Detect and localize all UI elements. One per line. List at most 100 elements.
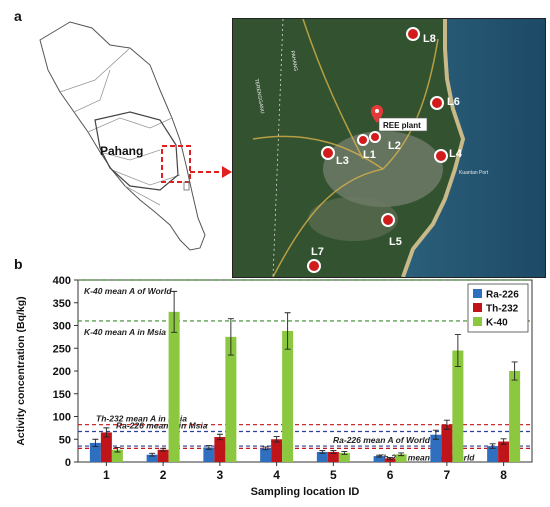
reference-line-label: Th-232 mean A of World (378, 452, 475, 462)
error-bar (205, 445, 212, 450)
error-bar (149, 452, 156, 457)
panel-letter-b: b (14, 256, 23, 272)
bar-k-40 (395, 454, 407, 462)
error-bar (92, 438, 99, 447)
bar-ra-226 (260, 448, 272, 462)
error-bar (443, 419, 450, 430)
plot-area (77, 279, 533, 463)
error-bar (114, 446, 121, 453)
error-bar (227, 318, 234, 356)
bar-th-232 (100, 432, 112, 462)
bar-th-232 (157, 449, 169, 462)
location-label-l2: L2 (388, 140, 401, 152)
y-tick-label: 350 (53, 298, 71, 310)
y-tick-label: 200 (53, 366, 71, 378)
y-tick-label: 300 (53, 321, 71, 333)
urban-area-south (308, 197, 398, 241)
error-bar (454, 334, 461, 367)
error-bar (432, 429, 439, 440)
satellite-map: TERENGGANU PAHANG Kuantan Port REE plant… (232, 18, 546, 278)
error-bar (500, 438, 507, 445)
error-bar (376, 454, 383, 458)
sea-label: Kuantan Port (459, 170, 489, 176)
y-tick-label: 150 (53, 389, 71, 401)
ree-plant-label-box (378, 117, 428, 132)
border-line (272, 19, 284, 277)
bar-ra-226 (146, 454, 158, 462)
coastline-sand (401, 19, 466, 277)
legend-swatch (473, 317, 482, 326)
bar-k-40 (282, 330, 294, 462)
bar-ra-226 (430, 434, 442, 462)
bar-ra-226 (89, 442, 101, 462)
chart-legend: Ra-226 Th-232 K-40 (467, 283, 529, 333)
x-tick-label: 7 (444, 468, 451, 482)
legend-label: Th-232 (486, 304, 519, 315)
bar-th-232 (327, 451, 339, 462)
y-tick-label: 50 (59, 434, 71, 446)
error-bar (171, 290, 178, 333)
x-tick-label: 5 (330, 468, 337, 482)
y-tick-label: 100 (53, 412, 71, 424)
state-borders (59, 47, 181, 206)
bar-th-232 (384, 458, 396, 462)
bar-k-40 (452, 350, 464, 462)
legend-label: Ra-226 (486, 290, 519, 301)
bar-ra-226 (203, 447, 215, 462)
reference-line-label: K-40 mean A of World (84, 286, 172, 296)
bar-th-232 (271, 439, 283, 462)
peninsula-outline-map: Pahang (39, 21, 232, 251)
error-bar (216, 433, 223, 441)
sea-area (403, 19, 545, 277)
location-label-l4: L4 (449, 148, 463, 160)
location-label-l3: L3 (336, 155, 349, 167)
pahang-label: Pahang (100, 144, 143, 158)
y-tick-label: 400 (53, 275, 71, 287)
bar-ra-226 (316, 451, 328, 462)
x-tick-label: 8 (500, 468, 507, 482)
road-label-pahang: PAHANG (289, 50, 299, 72)
x-tick-label: 1 (103, 468, 110, 482)
error-bar (273, 436, 280, 443)
x-tick-label: 6 (387, 468, 394, 482)
location-label-l5: L5 (389, 236, 402, 248)
bar-k-40 (168, 311, 180, 462)
legend-label: K-40 (486, 318, 508, 329)
roads (252, 19, 439, 277)
location-label-l6: L6 (447, 96, 460, 108)
error-bar (387, 457, 394, 460)
location-marker-l5: L5 (381, 213, 402, 248)
ree-plant-label: REE plant (383, 121, 421, 130)
bar-k-40 (225, 336, 237, 462)
y-tick-label: 250 (53, 343, 71, 355)
error-bar (160, 447, 167, 452)
x-tick-label: 2 (160, 468, 167, 482)
location-marker-l3: L3 (321, 146, 349, 167)
reference-line-label: K-40 mean A in Msia (84, 327, 166, 337)
location-marker-l6: L6 (430, 96, 460, 110)
bar-k-40 (338, 452, 350, 462)
bar-th-232 (498, 441, 510, 462)
y-tick-label: 0 (65, 457, 71, 469)
legend-swatch (473, 289, 482, 298)
panel-letter-a: a (14, 8, 22, 24)
bar-ra-226 (487, 446, 499, 462)
location-label-l8: L8 (423, 33, 436, 45)
peninsula-outline (39, 21, 206, 251)
location-marker-l2: L2 (369, 131, 401, 152)
bar-th-232 (441, 424, 453, 462)
x-tick-label: 3 (217, 468, 224, 482)
bar-k-40 (111, 449, 123, 462)
error-bar (330, 450, 337, 454)
reference-line-label: Ra-226 mean A in Msia (116, 421, 208, 431)
error-bar (284, 312, 291, 350)
location-marker-l7: L7 (307, 246, 324, 273)
error-bar (103, 427, 110, 438)
x-tick-label: 4 (273, 468, 280, 482)
error-bar (319, 450, 326, 454)
island-shape (183, 181, 190, 191)
bar-ra-226 (373, 456, 385, 462)
y-axis-label: Activity concentration (Bq/kg) (15, 296, 27, 445)
zoom-arrow-head (222, 166, 232, 178)
reference-line-label: Ra-226 mean A of World (333, 435, 431, 445)
